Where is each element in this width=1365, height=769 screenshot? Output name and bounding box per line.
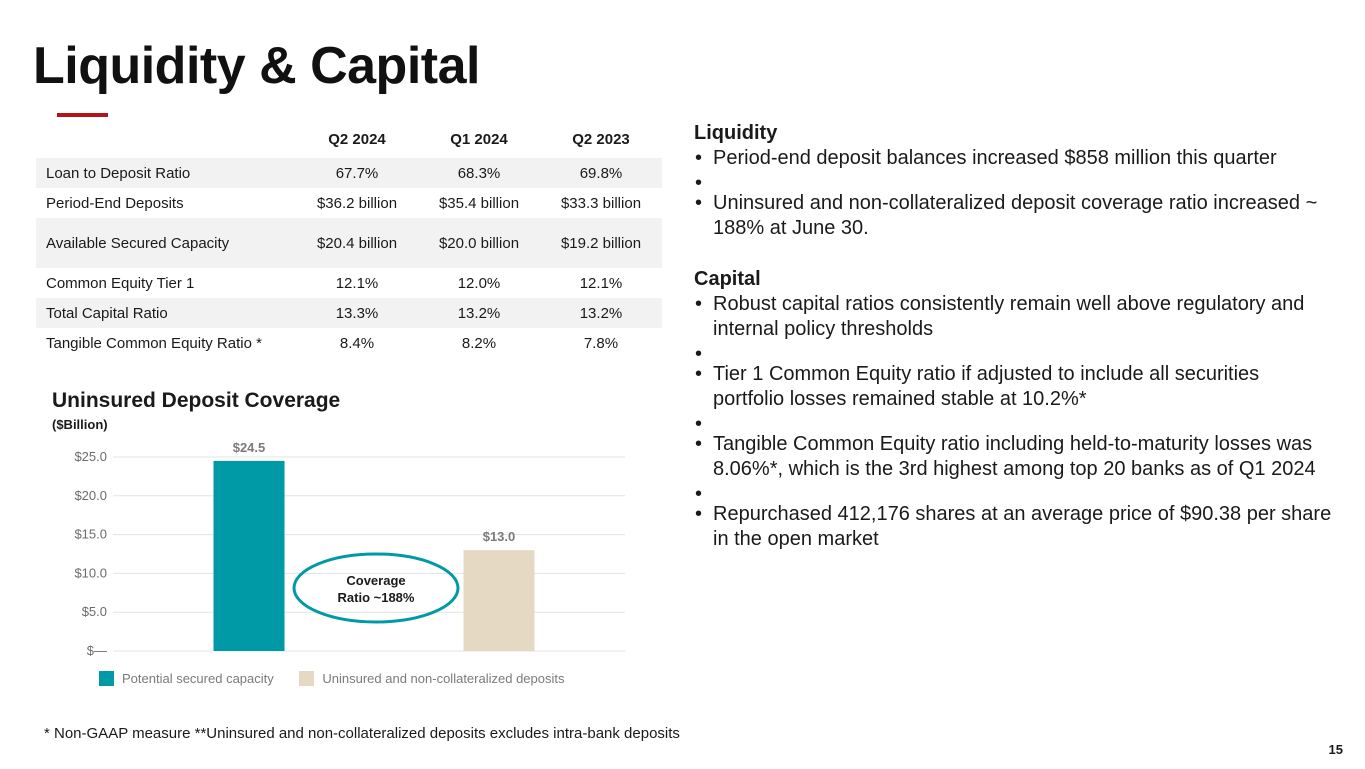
liquidity-bullets: Period-end deposit balances increased $8…	[694, 146, 1334, 241]
table-cell: $35.4 billion	[438, 194, 520, 212]
section-spacer	[694, 241, 1334, 267]
data-label: $24.5	[233, 440, 266, 455]
table-cell: 69.8%	[540, 158, 662, 188]
row-label: Loan to Deposit Ratio	[36, 158, 296, 188]
chart-title: Uninsured Deposit Coverage	[52, 389, 341, 412]
table-header-row: Q2 2024 Q1 2024 Q2 2023	[36, 120, 662, 158]
legend-label: Potential secured capacity	[122, 671, 274, 686]
bullet-item: Repurchased 412,176 shares at an average…	[694, 502, 1334, 552]
bullet-spacer	[694, 482, 1334, 507]
y-tick-label: $15.0	[74, 527, 107, 542]
table-cell: $33.3 billion	[560, 194, 642, 212]
coverage-annotation-text: Ratio ~188%	[338, 590, 415, 605]
legend-swatch	[99, 671, 114, 686]
legend-item: Potential secured capacity	[99, 671, 274, 686]
page-number: 15	[1328, 742, 1343, 757]
bullet-item: Period-end deposit balances increased $8…	[694, 146, 1334, 171]
table-cell: 12.0%	[457, 274, 501, 292]
coverage-annotation-text: Coverage	[346, 573, 405, 588]
slide-title: Liquidity & Capital	[33, 37, 480, 95]
table-cell: 8.4%	[339, 334, 375, 352]
table-cell: 12.1%	[579, 274, 623, 292]
y-tick-label: $20.0	[74, 488, 107, 503]
row-label: Period-End Deposits	[46, 194, 184, 212]
section-heading-capital: Capital	[694, 268, 761, 290]
y-tick-label: $10.0	[74, 565, 107, 580]
row-label: Available Secured Capacity	[36, 218, 296, 268]
title-accent-bar	[57, 113, 108, 117]
bullet-spacer	[694, 412, 1334, 437]
table-row: Period-End Deposits $36.2 billion $35.4 …	[36, 188, 662, 218]
table-cell: 8.2%	[461, 334, 497, 352]
chart-unit-label: ($Billion)	[52, 417, 108, 432]
table-row: Available Secured Capacity $20.4 billion…	[36, 218, 662, 268]
table-cell: 68.3%	[418, 158, 540, 188]
data-label: $13.0	[483, 529, 516, 544]
y-tick-label: $5.0	[82, 604, 107, 619]
table-row: Common Equity Tier 1 12.1% 12.0% 12.1%	[36, 268, 662, 298]
footnote: * Non-GAAP measure **Uninsured and non-c…	[44, 725, 680, 742]
row-label: Total Capital Ratio	[36, 298, 296, 328]
table-cell: $36.2 billion	[316, 194, 398, 212]
table-row: Loan to Deposit Ratio 67.7% 68.3% 69.8%	[36, 158, 662, 188]
bullet-spacer	[694, 342, 1334, 367]
capital-bullets: Robust capital ratios consistently remai…	[694, 292, 1334, 552]
coverage-bar-chart: $— $5.0 $10.0 $15.0 $20.0 $25.0 $24.5 $13.0 Cove…	[74, 440, 625, 658]
table-row: Tangible Common Equity Ratio * 8.4% 8.2%…	[36, 328, 662, 358]
bullet-item: Tier 1 Common Equity ratio if adjusted t…	[694, 362, 1334, 412]
bullet-item: Uninsured and non-collateralized deposit…	[694, 191, 1334, 241]
table-cell: $20.0 billion	[418, 218, 540, 268]
table-cell: 13.2%	[540, 298, 662, 328]
row-label: Common Equity Tier 1	[46, 274, 195, 292]
bullet-item: Tangible Common Equity ratio including h…	[694, 432, 1334, 482]
table-cell: 13.2%	[418, 298, 540, 328]
y-tick-label: $—	[87, 643, 107, 658]
y-tick-label: $25.0	[74, 449, 107, 464]
table-cell: $20.4 billion	[296, 218, 418, 268]
table-header: Q2 2024	[328, 130, 386, 148]
coverage-annotation-ellipse	[292, 552, 460, 624]
bullet-spacer	[694, 171, 1334, 196]
table-cell: 7.8%	[583, 334, 619, 352]
legend-swatch	[299, 671, 315, 686]
table-header-blank	[36, 120, 296, 158]
bullet-item: Robust capital ratios consistently remai…	[694, 292, 1334, 342]
legend-label: Uninsured and non-collateralized deposit…	[322, 671, 565, 686]
table-cell: 13.3%	[296, 298, 418, 328]
metrics-table: Q2 2024 Q1 2024 Q2 2023 Loan to Deposit …	[36, 120, 662, 358]
table-header: Q1 2024	[450, 130, 508, 148]
chart-legend: Potential secured capacity Uninsured and…	[99, 671, 586, 689]
table-header: Q2 2023	[572, 130, 630, 148]
commentary-panel: Liquidity Period-end deposit balances in…	[694, 121, 1334, 552]
legend-item: Uninsured and non-collateralized deposit…	[299, 671, 564, 686]
row-label: Tangible Common Equity Ratio *	[46, 334, 262, 352]
table-cell: 12.1%	[335, 274, 379, 292]
bar	[213, 460, 285, 651]
table-cell: 67.7%	[296, 158, 418, 188]
bar	[463, 550, 535, 651]
table-row: Total Capital Ratio 13.3% 13.2% 13.2%	[36, 298, 662, 328]
section-heading-liquidity: Liquidity	[694, 122, 778, 144]
table-cell: $19.2 billion	[540, 218, 662, 268]
